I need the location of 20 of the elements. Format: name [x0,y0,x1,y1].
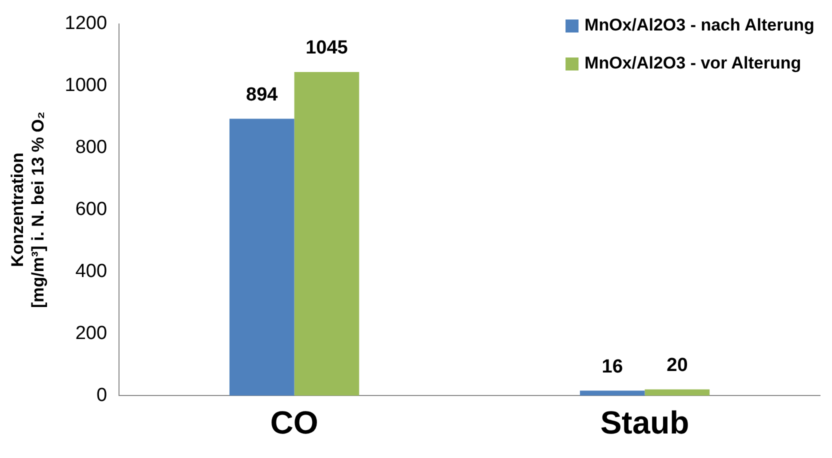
data-label: 1045 [306,38,348,59]
data-label: 20 [666,355,688,376]
bar [580,390,645,396]
bar [229,118,294,396]
y-tick-label: 400 [75,260,108,282]
y-tick-label: 600 [75,199,108,220]
data-label: 894 [246,84,278,106]
legend-label: MnOx/Al2O3 - vor Alterung [584,54,802,73]
y-tick-label: 200 [75,322,108,344]
y-tick-label: 1200 [64,13,108,34]
bar [644,389,710,396]
x-tick-label: CO [270,404,318,441]
y-tick-label: 800 [75,137,108,158]
bar [294,72,360,396]
y-tick-label: 0 [96,384,108,406]
y-tick-label: 1000 [64,75,108,96]
x-tick-label: Staub [600,404,690,441]
y-axis-title: Konzentration [mg/m³] i. N. bei 13 % O₂ [8,112,48,308]
data-label: 16 [602,356,623,378]
legend-label: MnOx/Al2O3 - nach Alterung [584,16,814,35]
